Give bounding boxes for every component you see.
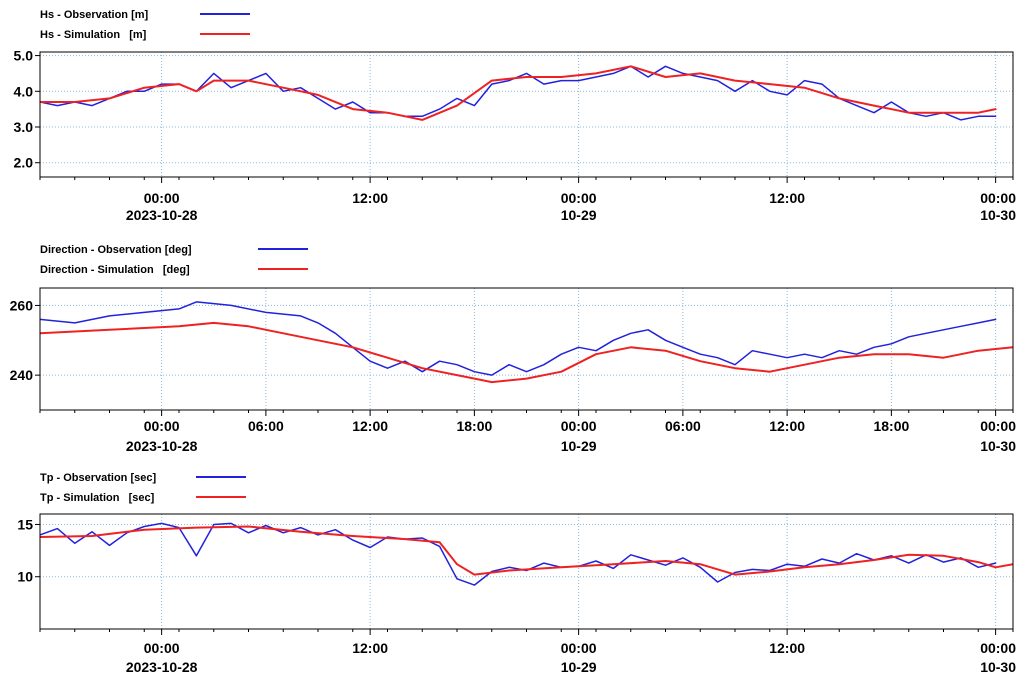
hs-legend-label-1: Hs - Simulation [m] (40, 29, 147, 41)
hs-series-observation-line (40, 65, 997, 121)
direction-xtick-time-3: 18:00 (456, 418, 492, 434)
hs-ytick-label-2: 4.0 (14, 83, 34, 99)
direction-legend-label-0: Direction - Observation [deg] (40, 244, 192, 256)
tp-xtick-time-3: 12:00 (769, 640, 805, 656)
direction-ytick-label-0: 240 (10, 367, 34, 383)
hs-xtick-date-0: 2023-10-28 (126, 207, 198, 223)
direction-ytick-label-1: 260 (10, 297, 34, 313)
direction-xtick-time-2: 12:00 (352, 418, 388, 434)
direction-xtick-time-4: 00:00 (561, 418, 597, 434)
hs-plot-frame (39, 51, 1014, 178)
hs-xtick-time-2: 00:00 (561, 190, 597, 206)
tp-panel: Tp - Observation [sec] Tp - Simulation [s… (17, 472, 1016, 675)
direction-xtick-time-6: 12:00 (769, 418, 805, 434)
direction-xtick-date-0: 2023-10-28 (126, 438, 198, 454)
tp-xtick-time-2: 00:00 (561, 640, 597, 656)
tp-xtick-date-2: 10-29 (561, 659, 597, 675)
direction-panel: Direction - Observation [deg] Direction -… (10, 244, 1017, 454)
direction-series-observation-line (40, 301, 997, 376)
hs-xtick-time-4: 00:00 (980, 190, 1016, 206)
hs-ytick-label-3: 5.0 (14, 48, 34, 64)
tp-xtick-time-1: 12:00 (352, 640, 388, 656)
tp-ytick-label-1: 15 (17, 516, 33, 532)
tp-xtick-date-0: 2023-10-28 (126, 659, 198, 675)
direction-xtick-time-5: 06:00 (665, 418, 701, 434)
hs-xtick-date-2: 10-29 (561, 207, 597, 223)
tp-xtick-time-4: 00:00 (980, 640, 1016, 656)
hs-xtick-time-3: 12:00 (769, 190, 805, 206)
tp-series-observation-line (40, 522, 997, 586)
direction-xtick-time-8: 00:00 (980, 418, 1016, 434)
tp-legend-label-1: Tp - Simulation [sec] (40, 492, 155, 504)
hs-ytick-label-0: 2.0 (14, 155, 34, 171)
hs-xtick-time-1: 12:00 (352, 190, 388, 206)
direction-plot-frame (39, 287, 1014, 411)
hs-legend-label-0: Hs - Observation [m] (40, 9, 149, 21)
tp-legend-label-0: Tp - Observation [sec] (40, 472, 156, 484)
direction-xtick-time-7: 18:00 (873, 418, 909, 434)
hs-xtick-date-4: 10-30 (980, 207, 1016, 223)
direction-xtick-date-8: 10-30 (980, 438, 1016, 454)
hs-series-simulation-line (40, 65, 997, 121)
tp-series-simulation-line (40, 525, 1013, 576)
hs-ytick-label-1: 3.0 (14, 119, 34, 135)
hs-panel: Hs - Observation [m] Hs - Simulation [m] 2… (14, 9, 1017, 223)
direction-xtick-time-0: 00:00 (144, 418, 180, 434)
direction-series-simulation-line (40, 321, 1013, 384)
tp-plot-frame (39, 513, 1014, 630)
direction-legend-label-1: Direction - Simulation [deg] (40, 264, 190, 276)
direction-xtick-date-4: 10-29 (561, 438, 597, 454)
hs-xtick-time-0: 00:00 (144, 190, 180, 206)
tp-ytick-label-0: 10 (17, 569, 33, 585)
direction-xtick-time-1: 06:00 (248, 418, 284, 434)
tp-xtick-date-4: 10-30 (980, 659, 1016, 675)
tp-xtick-time-0: 00:00 (144, 640, 180, 656)
